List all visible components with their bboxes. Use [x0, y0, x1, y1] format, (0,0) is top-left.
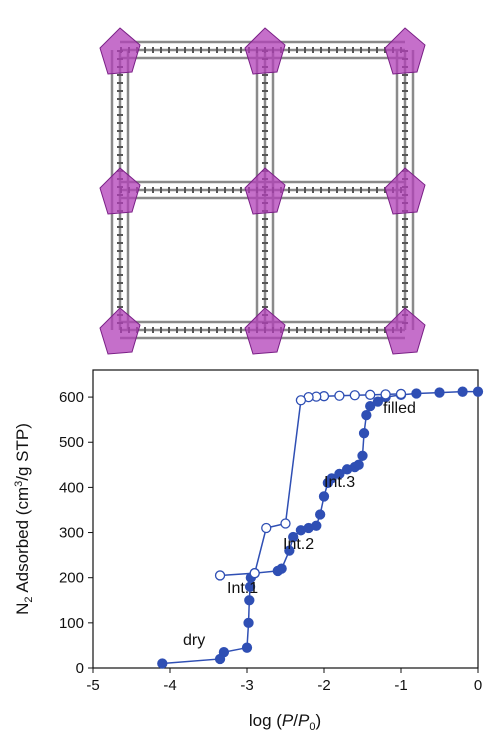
annotation: Int.3: [324, 474, 355, 491]
data-point: [380, 389, 391, 400]
x-label-part: /: [293, 711, 298, 730]
data-point: [280, 518, 291, 529]
data-point: [358, 428, 370, 439]
x-tick-label: -3: [240, 677, 253, 694]
x-tick-label: -1: [394, 677, 407, 694]
data-point: [288, 531, 299, 543]
data-point: [361, 410, 372, 421]
data-point: [372, 396, 384, 407]
annotation: Int.2: [283, 536, 314, 553]
data-point: [249, 568, 260, 579]
x-tick-label: -2: [317, 677, 330, 694]
data-point: [241, 642, 253, 653]
y-label-part: 3: [13, 481, 25, 487]
y-axis-label: N2 Adsorbed (cm3/g STP): [13, 423, 35, 615]
data-point: [357, 450, 368, 461]
data-point: [365, 400, 376, 412]
data-point: [218, 647, 230, 658]
annotation: filled: [383, 400, 416, 417]
annotation: dry: [183, 632, 205, 649]
annotation: Int.1: [227, 580, 258, 597]
y-tick-label: 500: [59, 434, 84, 451]
data-point: [457, 386, 468, 397]
x-tick-label: -5: [86, 677, 99, 694]
data-point: [244, 595, 255, 606]
data-point: [395, 388, 407, 400]
data-point: [326, 473, 337, 484]
y-tick-label: 400: [59, 479, 84, 496]
plot-frame: [92, 369, 479, 669]
y-tick-label: 300: [59, 525, 84, 542]
x-axis-label: log (P/P0): [249, 711, 321, 733]
data-point: [311, 520, 322, 531]
y-tick-label: 600: [59, 389, 84, 406]
y-label-part: N: [13, 603, 32, 615]
x-label-part: ): [315, 711, 321, 730]
data-point: [334, 390, 345, 401]
x-label-part: P: [282, 711, 294, 730]
crystal-structure: [99, 27, 426, 355]
data-point: [314, 509, 326, 520]
data-point: [318, 491, 330, 502]
data-point: [157, 658, 168, 669]
y-tick-label: 0: [76, 660, 84, 677]
data-point: [472, 386, 484, 397]
y-tick-label: 100: [59, 615, 84, 632]
x-label-part: log (: [249, 711, 282, 730]
data-point: [276, 563, 287, 574]
x-tick-label: 0: [474, 677, 482, 694]
data-point: [243, 617, 254, 628]
y-tick-label: 200: [59, 570, 84, 587]
data-point: [353, 459, 364, 470]
y-label-part: /g STP): [13, 423, 32, 481]
x-tick-label: -4: [163, 677, 176, 694]
data-point: [334, 468, 345, 479]
data-point: [434, 387, 445, 398]
data-point: [295, 395, 307, 406]
x-label-part: 0: [309, 721, 315, 733]
y-label-part: Adsorbed (cm: [13, 487, 32, 597]
data-point: [411, 388, 422, 399]
data-point: [214, 570, 226, 581]
data-point: [261, 522, 272, 534]
data-point: [349, 390, 360, 401]
data-point: [284, 545, 295, 556]
data-point: [365, 389, 376, 400]
x-label-part: P: [298, 711, 310, 730]
y-label-part: 2: [23, 596, 35, 602]
